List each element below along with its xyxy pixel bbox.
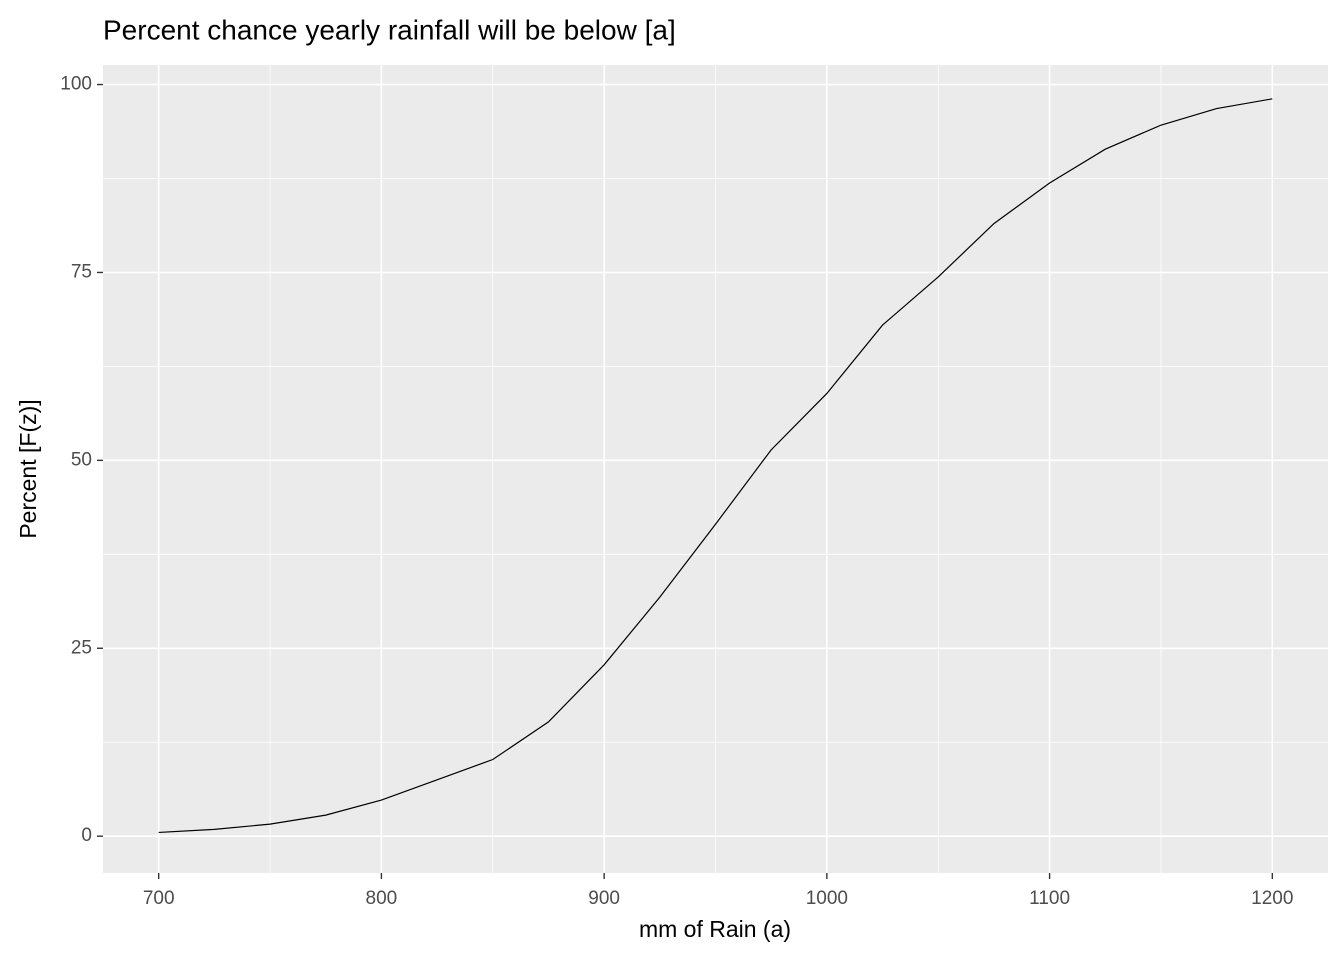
x-tick-label: 900 bbox=[588, 888, 620, 909]
x-tick-label: 800 bbox=[366, 888, 398, 909]
data-line bbox=[158, 98, 1273, 834]
x-tick-label: 1100 bbox=[1029, 888, 1070, 909]
x-tick-label: 1200 bbox=[1251, 888, 1293, 909]
x-axis-label: mm of Rain (a) bbox=[639, 916, 791, 942]
y-tick-label: 25 bbox=[71, 637, 92, 658]
x-tick-label: 700 bbox=[143, 888, 175, 909]
y-axis-label: Percent [F(z)] bbox=[15, 399, 41, 538]
y-tick-label: 50 bbox=[71, 449, 92, 470]
y-tick-label: 100 bbox=[60, 74, 92, 95]
chart-title: Percent chance yearly rainfall will be b… bbox=[103, 14, 676, 45]
y-tick-label: 75 bbox=[71, 261, 92, 282]
y-tick-label: 0 bbox=[81, 825, 92, 846]
x-tick-label: 1000 bbox=[806, 888, 848, 909]
